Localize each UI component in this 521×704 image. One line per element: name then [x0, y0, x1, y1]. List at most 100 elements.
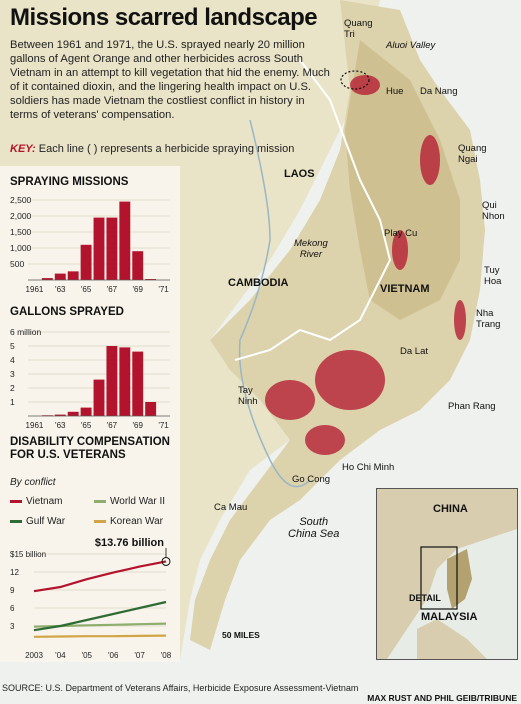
missions-bar [54, 273, 66, 280]
missions-bar [106, 217, 118, 280]
missions-bar [80, 244, 92, 280]
missions-xtick-label: '67 [107, 285, 118, 294]
legend-korean-label: Korean War [110, 516, 163, 527]
gallons-xtick-label: '71 [158, 421, 169, 430]
comp-series-gulf [33, 600, 167, 632]
comp-xtick-label: '07 [134, 651, 145, 660]
gallons-bar [54, 414, 66, 416]
comp-xtick-label: 2003 [25, 651, 43, 660]
legend-vietnam: Vietnam [10, 496, 63, 507]
missions-xtick-label: '69 [133, 285, 144, 294]
comp-xtick-label: '05 [82, 651, 93, 660]
label-da-nang: Da Nang [420, 86, 458, 97]
missions-ytick-label: 500 [10, 259, 24, 269]
gallons-bar [132, 351, 144, 416]
intro-text: Between 1961 and 1971, the U.S. sprayed … [10, 39, 330, 121]
compensation-subtitle: By conflict [10, 477, 56, 488]
missions-ytick-label: 1,500 [10, 227, 32, 237]
missions-ytick-label: 1,000 [10, 243, 32, 253]
comp-annotation-marker [161, 556, 171, 566]
label-aluoi-valley: Aluoi Valley [386, 40, 436, 51]
comp-ytick-label: 6 [10, 604, 15, 613]
gallons-title: GALLONS SPRAYED [10, 306, 124, 318]
label-tay-ninh: Tay Ninh [238, 385, 258, 407]
label-tuy-hoa: Tuy Hoa [484, 265, 502, 287]
scale-label: 50 MILES [222, 630, 260, 640]
legend-wwii-label: World War II [110, 496, 166, 507]
missions-bar [132, 251, 144, 280]
label-go-cong: Go Cong [292, 474, 331, 485]
label-qui-nhon: Qui Nhon [482, 200, 505, 222]
gallons-ytick-label: 6 million [10, 327, 41, 337]
missions-bar [93, 217, 105, 280]
gallons-bar [106, 346, 118, 416]
missions-bar [119, 201, 131, 280]
label-laos: LAOS [284, 168, 315, 180]
source-note: SOURCE: U.S. Department of Veterans Affa… [2, 683, 359, 693]
label-ca-mau: Ca Mau [214, 502, 248, 513]
gallons-ytick-label: 5 [10, 341, 15, 351]
label-phan-rang: Phan Rang [448, 401, 496, 412]
comp-xtick-label: '06 [108, 651, 119, 660]
inset-label-malaysia: MALAYSIA [421, 611, 478, 623]
inset-map-graphic [377, 489, 517, 659]
inset-map: CHINA DETAIL MALAYSIA [376, 488, 518, 660]
inset-label-china: CHINA [433, 503, 468, 515]
missions-xtick-label: '63 [55, 285, 66, 294]
missions-xtick-label: 1961 [26, 285, 44, 294]
gallons-xtick-label: 1961 [26, 421, 44, 430]
gallons-xtick-label: '67 [107, 421, 118, 430]
gallons-chart: 6 million 5 4 3 2 1 1961 '63 '65 '67 '69 '71 [10, 327, 170, 430]
comp-series-korean [33, 634, 167, 638]
key-text: Each line ( ) represents a herbicide spr… [38, 143, 295, 155]
label-vietnam: VIETNAM [380, 283, 430, 295]
key-label: KEY: [10, 143, 36, 155]
legend-gulf-label: Gulf War [26, 516, 66, 527]
gallons-bar [80, 407, 92, 416]
inset-label-detail: DETAIL [409, 593, 441, 603]
missions-ytick-label: 2,000 [10, 211, 32, 221]
comp-xtick-label: '04 [55, 651, 66, 660]
missions-xtick-label: '71 [158, 285, 169, 294]
gallons-xtick-label: '69 [133, 421, 144, 430]
missions-xtick-label: '65 [81, 285, 92, 294]
label-cambodia: CAMBODIA [228, 277, 289, 289]
missions-chart: 2,500 2,000 1,500 1,000 500 1961 '63 '65 '67 '69 '… [10, 195, 170, 294]
comp-xtick-label: '08 [161, 651, 172, 660]
comp-ytick-label: 12 [10, 568, 19, 577]
label-da-lat: Da Lat [400, 346, 428, 357]
label-ho-chi-minh: Ho Chi Minh [342, 462, 395, 473]
label-hue: Hue [386, 86, 404, 97]
credit-line: MAX RUST AND PHIL GEIB/TRIBUNE [367, 693, 517, 703]
comp-ytick-label: 9 [10, 586, 15, 595]
page-title: Missions scarred landscape [10, 4, 318, 31]
gallons-bar [93, 379, 105, 416]
comp-series-vietnam [33, 560, 167, 593]
label-mekong-river: Mekong River [294, 238, 328, 260]
gallons-ytick-label: 4 [10, 355, 15, 365]
gallons-ytick-label: 3 [10, 369, 15, 379]
legend-gulf: Gulf War [10, 516, 65, 527]
label-nha-trang: Nha Trang [476, 308, 501, 330]
missions-bar [145, 279, 157, 280]
gallons-bar [145, 402, 157, 416]
legend-korean: Korean War [94, 516, 163, 527]
label-south-china-sea: South China Sea [288, 516, 340, 540]
gallons-bar [67, 411, 79, 416]
missions-ytick-label: 2,500 [10, 195, 32, 205]
label-quang-tri: Quang Tri [344, 18, 373, 40]
comp-ytick-label: $15 billion [10, 550, 46, 559]
compensation-title: DISABILITY COMPENSATION FOR U.S. VETERAN… [10, 436, 170, 461]
label-play-cu: Play Cu [384, 228, 418, 239]
gallons-bar [119, 347, 131, 416]
missions-bar [67, 271, 79, 280]
missions-title: SPRAYING MISSIONS [10, 176, 129, 188]
gallons-ytick-label: 2 [10, 383, 15, 393]
compensation-chart: $15 billion 12 9 6 3 $13.76 billion 2003 '04 '05… [10, 537, 172, 660]
gallons-xtick-label: '65 [81, 421, 92, 430]
legend-vietnam-label: Vietnam [26, 496, 63, 507]
comp-annotation-label: $13.76 billion [95, 537, 164, 549]
label-quang-ngai: Quang Ngai [458, 143, 487, 165]
map-key: KEY: Each line ( ) represents a herbicid… [10, 143, 294, 155]
gallons-ytick-label: 1 [10, 397, 15, 407]
